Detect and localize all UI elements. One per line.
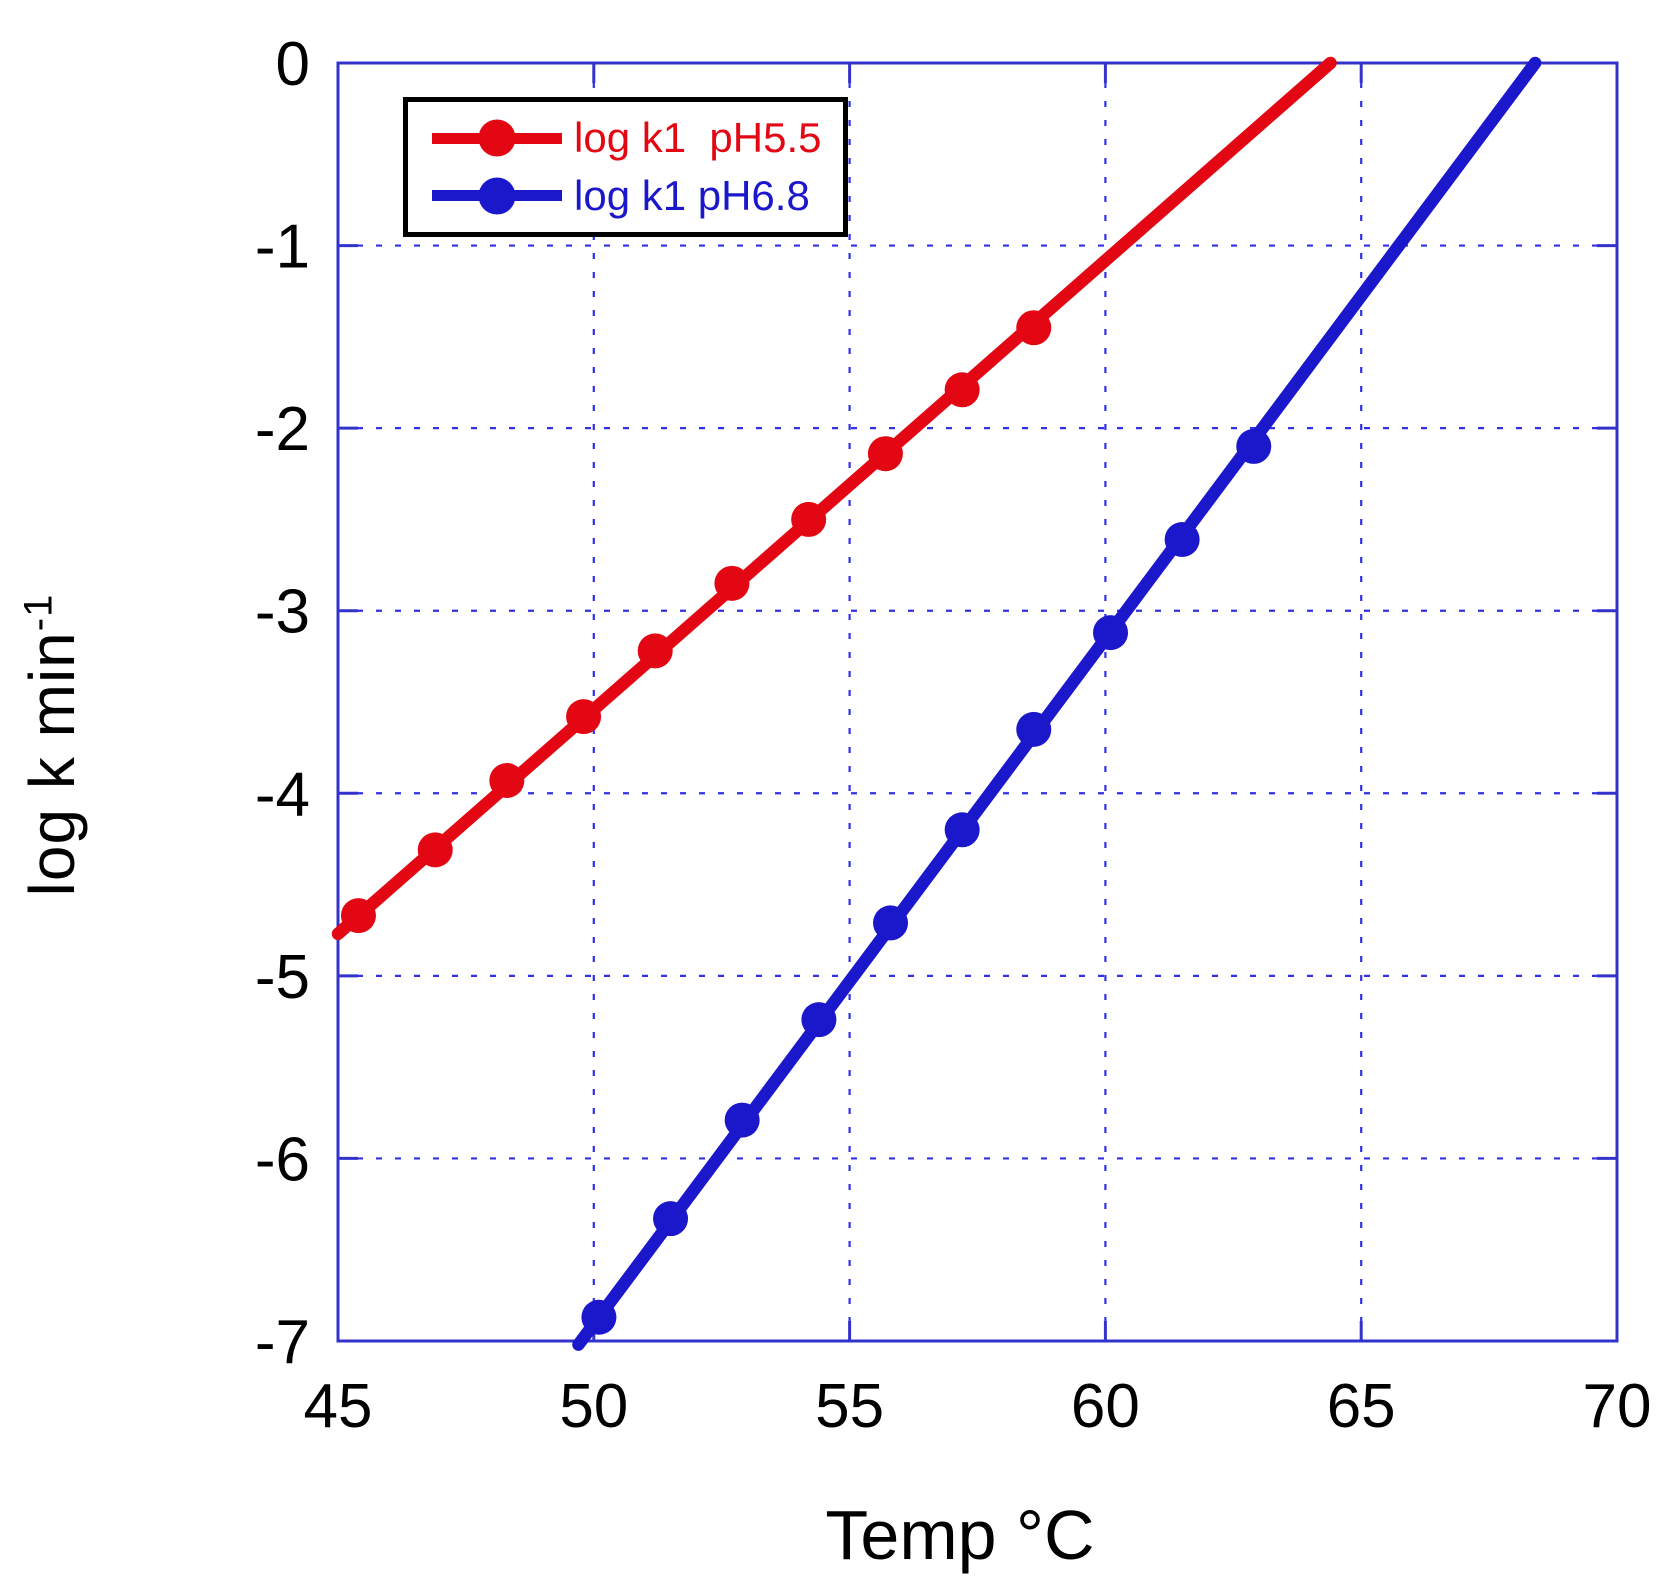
legend-swatch-ph55 xyxy=(432,119,562,157)
series-marker-1 xyxy=(653,1201,689,1237)
y-tick-label: -5 xyxy=(255,943,310,1012)
series-marker-0 xyxy=(566,699,602,735)
y-tick-label: -4 xyxy=(255,760,310,829)
y-tick-label: -2 xyxy=(255,395,310,464)
series-marker-0 xyxy=(417,832,453,868)
series-marker-0 xyxy=(944,372,980,408)
series-marker-1 xyxy=(801,1002,837,1038)
series-marker-1 xyxy=(1164,522,1200,558)
x-tick-label: 70 xyxy=(1583,1372,1652,1441)
legend-dot-icon xyxy=(478,177,516,215)
series-marker-0 xyxy=(489,763,525,799)
y-tick-label: -3 xyxy=(255,578,310,647)
series-marker-1 xyxy=(581,1299,617,1335)
legend-entry-ph68: log k1 pH6.8 xyxy=(432,171,843,219)
x-axis-title: Temp °C xyxy=(825,1496,1095,1574)
series-marker-0 xyxy=(867,436,903,472)
legend-dot-icon xyxy=(478,119,516,157)
x-tick-label: 45 xyxy=(304,1372,373,1441)
series-line-1 xyxy=(572,56,1542,1351)
legend: log k1 pH5.5 log k1 pH6.8 xyxy=(403,97,848,237)
series-marker-1 xyxy=(1016,711,1052,747)
series-marker-1 xyxy=(1093,615,1129,651)
series-marker-1 xyxy=(724,1102,760,1138)
y-axis-title-exponent: -1 xyxy=(16,593,61,632)
y-axis-title: log k min-1 xyxy=(15,594,89,897)
series-marker-1 xyxy=(873,905,909,941)
x-tick-label: 50 xyxy=(559,1372,628,1441)
y-axis-title-main: log k min xyxy=(16,631,88,897)
y-tick-label: -6 xyxy=(255,1125,310,1194)
plot-frame xyxy=(336,61,1619,1343)
x-tick-label: 65 xyxy=(1327,1372,1396,1441)
series-marker-1 xyxy=(1236,428,1272,464)
legend-swatch-ph68 xyxy=(432,177,562,215)
legend-label-ph68: log k1 pH6.8 xyxy=(574,171,810,219)
legend-label-ph55: log k1 pH5.5 xyxy=(574,114,822,162)
y-tick-label: -1 xyxy=(255,213,310,282)
y-tick-label: 0 xyxy=(276,30,310,99)
x-tick-label: 60 xyxy=(1071,1372,1140,1441)
series-marker-0 xyxy=(791,501,827,537)
legend-entry-ph55: log k1 pH5.5 xyxy=(432,117,843,159)
x-tick-label: 55 xyxy=(815,1372,884,1441)
series-marker-1 xyxy=(944,812,980,848)
y-tick-label: -7 xyxy=(255,1308,310,1377)
series-marker-0 xyxy=(340,898,376,934)
series-marker-0 xyxy=(714,565,750,601)
series-marker-0 xyxy=(1016,310,1052,346)
series-marker-0 xyxy=(637,633,673,669)
